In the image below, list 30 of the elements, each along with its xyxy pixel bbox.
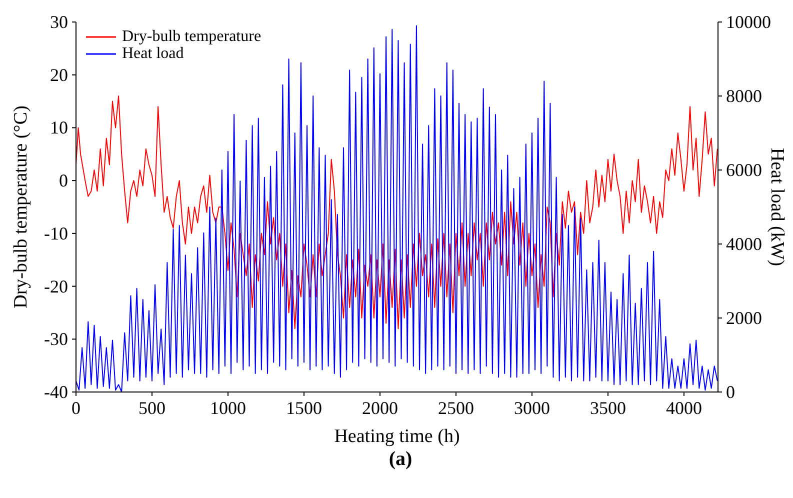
y-tick-label: 0 [59, 170, 68, 191]
line-series [76, 96, 718, 330]
x-tick-label: 2500 [438, 398, 474, 418]
y2-tick-label: 8000 [726, 86, 762, 106]
y-tick-label: 10 [50, 118, 68, 138]
text: (a) [388, 448, 414, 471]
y2-tick-label: 4000 [726, 234, 762, 254]
y-tick-label: -30 [44, 329, 68, 350]
y-tick-label: 20 [50, 64, 68, 85]
x-tick-label: 3500 [590, 398, 626, 418]
y2-tick-label: 0 [726, 382, 735, 402]
y-tick-label: -20 [44, 276, 68, 296]
y2-tick-label: 6000 [726, 160, 762, 180]
x-tick-label: 500 [138, 398, 166, 418]
y-tick-label: -40 [44, 382, 68, 402]
y2-tick-label: 10000 [726, 12, 771, 32]
y2-axis-title: Heat load (kW) [766, 148, 788, 266]
y2-tick-label: 2000 [726, 308, 762, 328]
x-tick-label: 1500 [286, 398, 322, 418]
x-tick-label: 4000 [666, 398, 702, 418]
x-axis-title: Heating time (h) [334, 426, 460, 447]
x-tick-label: 0 [72, 398, 80, 418]
x-tick-label: 2000 [362, 398, 398, 418]
y-tick-label: 30 [50, 12, 68, 32]
legend-label: Heat load [122, 45, 184, 62]
x-tick-label: 3000 [514, 398, 550, 418]
y-axis-title: Dry-bulb temperature (°C) [10, 106, 32, 308]
x-tick-label: 1000 [210, 398, 246, 418]
legend-label: Dry-bulb temperature [122, 28, 262, 45]
y-tick-label: -10 [44, 223, 68, 244]
